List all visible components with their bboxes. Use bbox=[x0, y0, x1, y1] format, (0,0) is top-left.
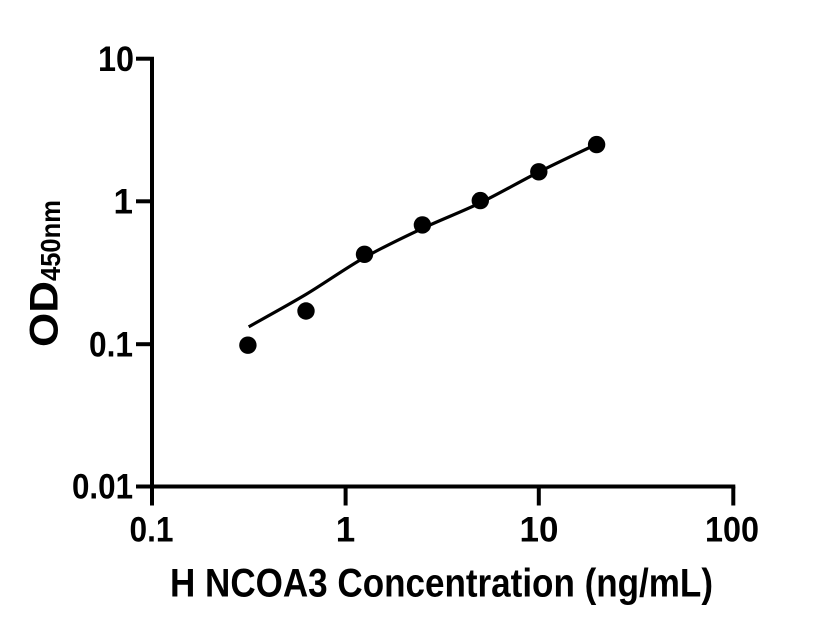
svg-text:0.1: 0.1 bbox=[89, 325, 133, 364]
svg-text:OD: OD bbox=[23, 281, 67, 347]
svg-text:H NCOA3 Concentration (ng/mL): H NCOA3 Concentration (ng/mL) bbox=[170, 562, 713, 606]
svg-text:1: 1 bbox=[336, 510, 355, 549]
svg-text:0.1: 0.1 bbox=[130, 510, 174, 549]
svg-text:450nm: 450nm bbox=[35, 200, 66, 281]
svg-text:10: 10 bbox=[520, 510, 559, 549]
svg-text:10: 10 bbox=[98, 40, 134, 79]
svg-text:1: 1 bbox=[114, 182, 133, 221]
svg-text:100: 100 bbox=[705, 510, 759, 549]
svg-text:0.01: 0.01 bbox=[72, 468, 133, 507]
